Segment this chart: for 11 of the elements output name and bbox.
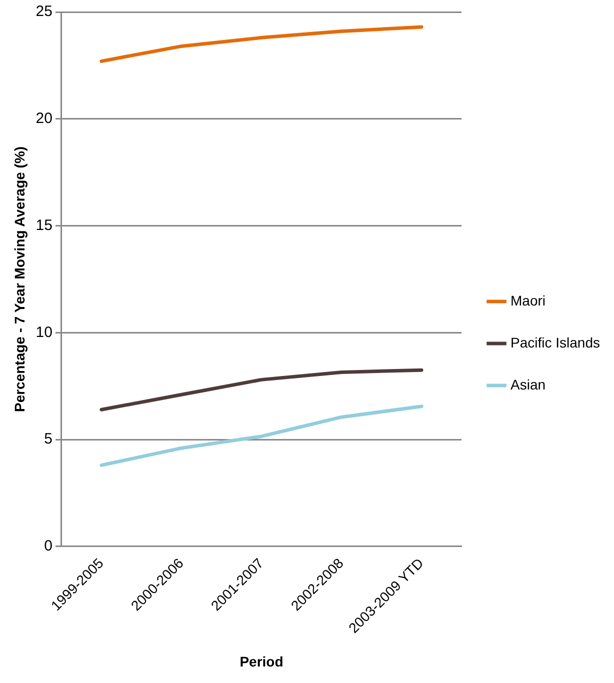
y-axis-title: Percentage - 7 Year Moving Average (%) (11, 146, 28, 412)
y-tick-label: 20 (36, 110, 52, 128)
x-axis-title: Period (240, 653, 284, 670)
y-tick-label: 5 (44, 430, 52, 448)
legend-label: Pacific Islands (510, 334, 600, 350)
legend-label: Asian (510, 376, 546, 392)
y-tick-label: 25 (36, 3, 52, 20)
y-tick-label: 10 (36, 324, 52, 341)
y-tick-label: 15 (36, 216, 52, 234)
legend-label: Maori (510, 292, 546, 308)
y-tick-label: 0 (44, 538, 52, 555)
